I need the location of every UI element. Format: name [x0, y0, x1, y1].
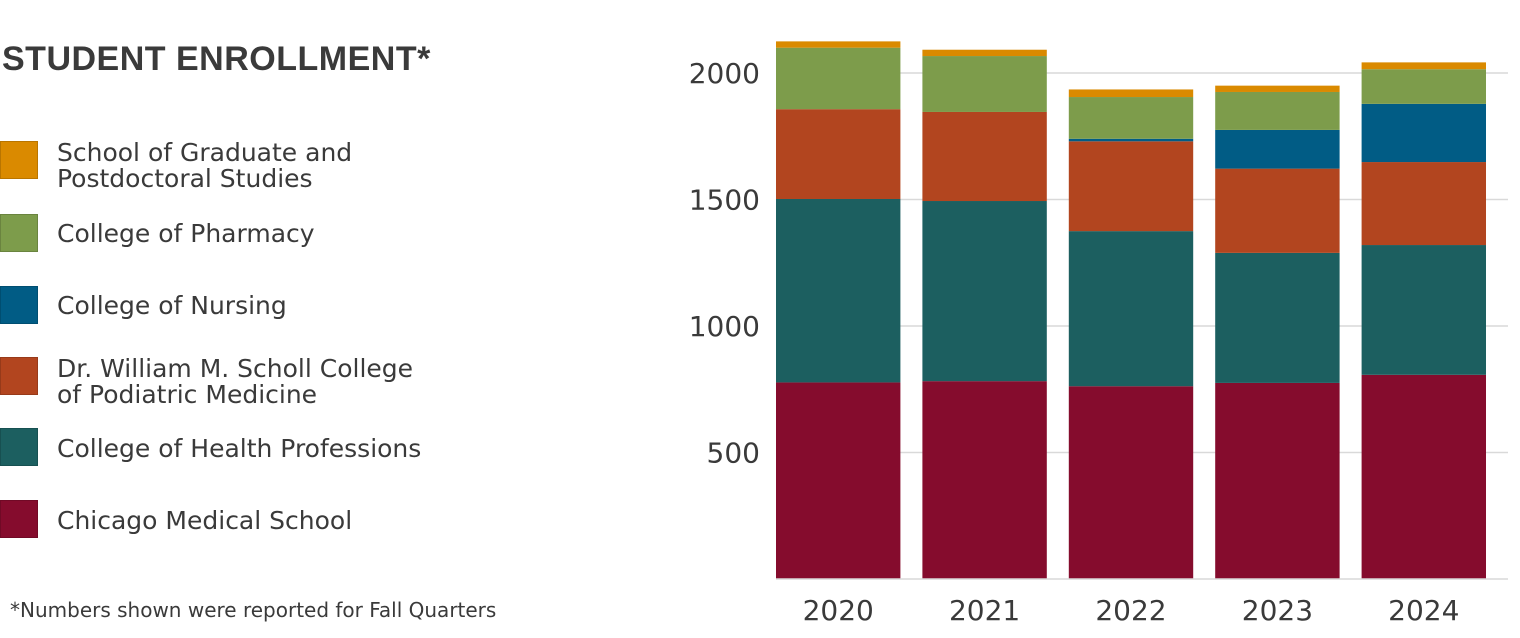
legend-swatch [0, 214, 38, 252]
bar-segment [1361, 103, 1486, 163]
bar-segment [1068, 97, 1194, 139]
bar-segment [1361, 245, 1486, 375]
bar-segment [1361, 374, 1486, 579]
bar-segment [1068, 231, 1194, 387]
legend-label-line: Chicago Medical School [57, 506, 353, 535]
legend-label-line: College of Health Professions [57, 434, 422, 463]
y-tick-label: 2000 [689, 57, 760, 90]
legend-swatch [0, 286, 38, 324]
bar-segment [1215, 168, 1340, 253]
footnote: *Numbers shown were reported for Fall Qu… [10, 598, 497, 622]
bar-segment [1215, 129, 1340, 169]
bar-segment [1068, 141, 1194, 232]
legend-label-line: Postdoctoral Studies [57, 164, 313, 193]
legend-label-line: Dr. William M. Scholl College [57, 354, 414, 383]
legend-swatch [0, 141, 38, 179]
legend-swatch [0, 428, 38, 466]
bar-segment [922, 201, 1047, 382]
chart-title: STUDENT ENROLLMENT* [2, 40, 431, 78]
bar-segment [1068, 138, 1194, 142]
legend-label-line: of Podiatric Medicine [57, 380, 318, 409]
bar-segment [776, 382, 901, 579]
bar-segment [1215, 91, 1340, 130]
legend-label-line: School of Graduate and [57, 138, 353, 167]
bar-segment [1215, 85, 1340, 92]
bar-segment [1361, 62, 1486, 70]
bar-segment [922, 56, 1047, 112]
bar-segment [1215, 252, 1340, 383]
bar-segment [1068, 89, 1194, 98]
legend-swatch [0, 500, 38, 538]
bar-segment [1361, 69, 1486, 104]
x-tick-label: 2021 [949, 594, 1020, 627]
y-tick-label: 500 [707, 437, 760, 470]
x-tick-label: 2022 [1095, 594, 1166, 627]
bar-segment [922, 381, 1047, 579]
bar-segment [776, 41, 901, 48]
bar-segment [922, 111, 1047, 202]
bar-segment [776, 109, 901, 199]
x-tick-label: 2024 [1388, 594, 1459, 627]
legend-label-line: College of Nursing [57, 291, 287, 320]
legend-label-line: College of Pharmacy [57, 219, 315, 248]
y-tick-label: 1000 [689, 310, 760, 343]
bar-segment [776, 198, 901, 383]
bar-segment [1361, 162, 1486, 246]
bar-segment [1215, 382, 1340, 579]
bar-segment [922, 49, 1047, 57]
x-tick-label: 2020 [803, 594, 874, 627]
y-tick-label: 1500 [689, 184, 760, 217]
bar-segment [776, 47, 901, 110]
x-tick-label: 2023 [1242, 594, 1313, 627]
legend-swatch [0, 357, 38, 395]
bar-segment [1068, 386, 1194, 579]
